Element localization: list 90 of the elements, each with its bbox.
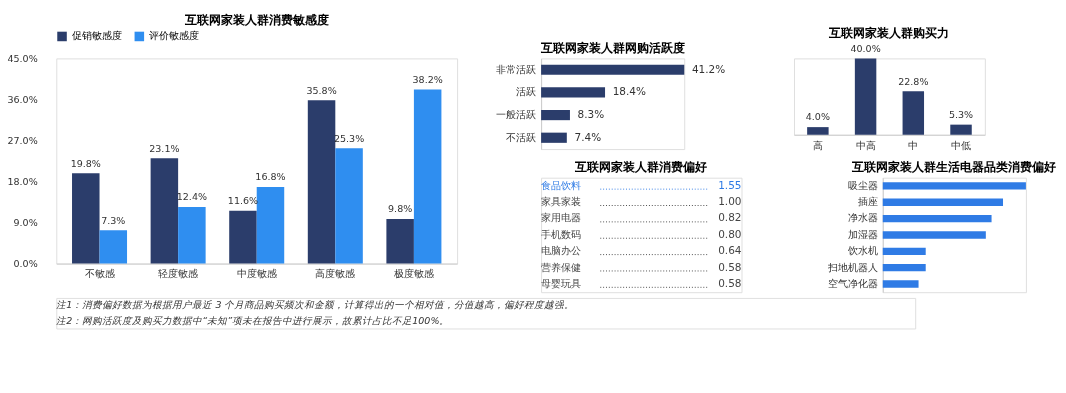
chart-title: 互联网家装人群购买力: [828, 26, 950, 41]
y-tick-label: 活跃: [515, 86, 536, 98]
x-tick-label: 高度敏感: [315, 268, 356, 280]
data-label: 7.3%: [101, 214, 126, 226]
x-tick-label: 不敏感: [84, 268, 115, 280]
data-label: 41.2%: [691, 62, 726, 75]
chart-title: 互联网家装人群网购活跃度: [539, 40, 685, 55]
data-label: 0.82: [718, 211, 742, 224]
data-label: 1.55: [718, 178, 742, 191]
bar: [902, 91, 925, 135]
bar: [541, 87, 606, 98]
bar: [413, 89, 442, 264]
bar: [882, 231, 986, 239]
chart-title: 互联网家装人群生活电器品类消费偏好: [851, 160, 1057, 175]
x-tick-label: 轻度敏感: [158, 268, 199, 280]
data-label: 12.4%: [176, 191, 208, 203]
y-tick-label: 45.0%: [7, 52, 38, 64]
y-tick-label: 18.0%: [7, 175, 38, 187]
data-label: 5.3%: [948, 108, 974, 120]
bar: [307, 100, 336, 264]
y-tick-label: 不活跃: [505, 131, 536, 143]
bar: [150, 158, 179, 264]
data-label: 4.0%: [805, 111, 830, 123]
bar: [541, 64, 685, 75]
y-tick-label: 0.0%: [13, 257, 38, 269]
category-label: 家用电器: [541, 211, 582, 224]
y-tick-label: 饮水机: [846, 245, 878, 257]
bar: [882, 264, 926, 272]
data-label: 9.8%: [388, 203, 413, 215]
data-label: 38.2%: [412, 73, 443, 85]
x-tick-label: 中高: [855, 139, 876, 151]
data-label: 16.8%: [255, 171, 286, 183]
x-tick-label: 中度敏感: [236, 268, 277, 280]
bar: [541, 132, 567, 143]
bar: [882, 214, 992, 223]
bar: [229, 210, 257, 264]
bar: [386, 218, 414, 264]
y-tick-label: 一般活跃: [495, 108, 536, 120]
bar: [882, 247, 926, 255]
bar: [882, 182, 1026, 190]
x-tick-label: 极度敏感: [392, 268, 434, 280]
bar: [335, 148, 363, 264]
data-label: 19.8%: [70, 157, 101, 169]
y-tick-label: 27.0%: [7, 134, 38, 146]
y-tick-label: 插座: [857, 196, 878, 208]
category-label: 电脑办公: [541, 244, 582, 257]
bar: [807, 127, 829, 135]
text: 注2：网购活跃度及购买力数据中“未知”项未在报告中进行展示，故累计占比不足100%。: [56, 314, 450, 326]
x-tick-label: 中: [908, 139, 919, 151]
legend-label: 评价敏感度: [148, 29, 199, 42]
data-label: 22.8%: [898, 75, 929, 87]
chart-title: 互联网家装人群消费敏感度: [183, 13, 329, 28]
category-label: 食品饮料: [541, 178, 582, 191]
y-tick-label: 36.0%: [7, 93, 38, 105]
data-label: 0.58: [718, 260, 742, 273]
data-label: 23.1%: [149, 142, 180, 154]
data-label: 8.3%: [577, 107, 605, 120]
legend-label: 促销敏感度: [71, 29, 122, 42]
category-label: 母婴玩具: [541, 276, 582, 289]
text: 注1：消费偏好数据为根据用户最近 3 个月商品购买频次和金额，计算得出的一个相对值，分值越高，偏好程度越强。: [56, 299, 575, 311]
y-tick-label: 9.0%: [13, 216, 38, 228]
y-tick-label: 非常活跃: [495, 63, 536, 75]
bar: [72, 173, 100, 264]
y-tick-label: 吸尘器: [847, 179, 878, 191]
category-label: 营养保健: [541, 260, 582, 273]
bar: [99, 230, 128, 264]
category-label: 手机数码: [541, 227, 582, 240]
data-label: 40.0%: [850, 42, 881, 54]
data-label: 35.8%: [306, 84, 337, 96]
x-tick-label: 中低: [951, 139, 972, 151]
bar: [950, 124, 972, 135]
text: 互联网家装人群消费偏好: [574, 160, 708, 175]
data-label: 0.64: [718, 244, 742, 257]
data-label: 7.4%: [574, 130, 602, 143]
y-tick-label: 空气净化器: [827, 277, 878, 289]
data-label: 0.58: [718, 276, 742, 289]
bar: [854, 58, 877, 135]
y-tick-label: 扫地机器人: [826, 261, 878, 273]
data-label: 18.4%: [612, 85, 647, 98]
x-tick-label: 高: [812, 139, 823, 151]
data-label: 1.00: [718, 195, 742, 208]
y-tick-label: 加湿器: [847, 228, 878, 240]
bar: [882, 280, 919, 288]
y-tick-label: 净水器: [847, 212, 878, 224]
data-label: 0.80: [718, 227, 742, 240]
bar: [256, 186, 285, 264]
bar: [178, 207, 206, 264]
bar: [882, 198, 1004, 206]
category-label: 家具家装: [541, 195, 582, 208]
bar: [541, 109, 570, 121]
